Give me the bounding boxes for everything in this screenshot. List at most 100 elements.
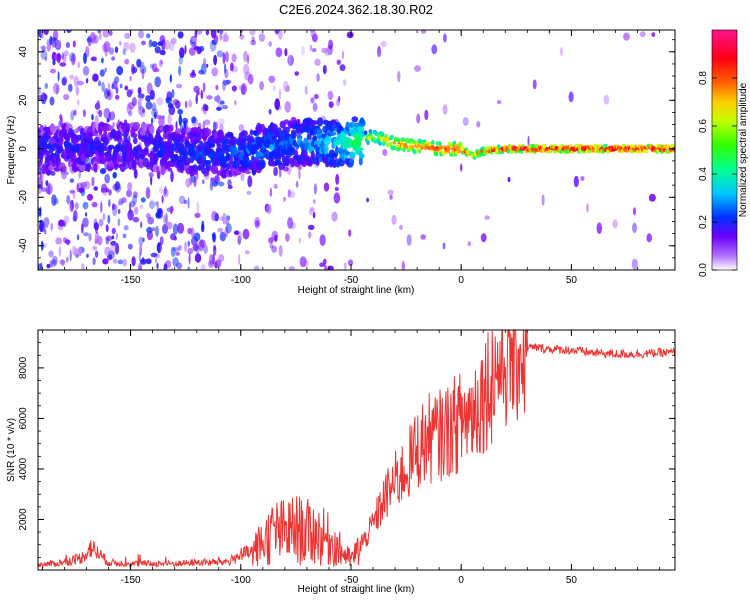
heatmap-cell [46,43,51,52]
heatmap-cell [397,70,401,83]
heatmap-cell [123,225,129,231]
heatmap-cell [480,233,487,243]
heatmap-cell [146,82,153,95]
heatmap-cell [215,84,219,91]
heatmap-cell [49,96,55,106]
heatmap-cell [285,233,290,242]
heatmap-cell [234,99,237,106]
heatmap-cell [188,253,191,265]
heatmap-cell [144,146,148,152]
heatmap-cell [79,163,86,172]
heatmap-cell [82,217,89,228]
heatmap-cell [404,144,409,150]
heatmap-cell [105,237,110,245]
heatmap-cell [205,161,211,172]
heatmap-cell [38,263,43,270]
heatmap-cell [603,143,608,149]
heatmap-cell [190,175,196,183]
heatmap-cell [266,204,272,214]
heatmap-cell [73,109,77,116]
heatmap-cell [328,39,334,50]
heatmap-cell [154,76,161,88]
heatmap-cell [139,65,147,74]
heatmap-cell [40,49,48,60]
heatmap-cell [184,45,187,55]
heatmap-cell [49,35,53,46]
heatmap-cell [150,117,154,125]
heatmap-cell [164,39,170,51]
heatmap-cell [196,201,200,214]
heatmap-cell [402,147,406,152]
heatmap-cell [312,199,316,204]
heatmap-cell [406,234,412,246]
heatmap-cell [172,223,179,235]
heatmap-cell [271,245,277,253]
heatmap-cell [52,255,58,265]
heatmap-cell [287,217,294,229]
x-tick-label: -50 [344,275,359,286]
heatmap-cell [68,83,73,92]
heatmap-cell [467,241,471,247]
heatmap-cell [138,161,145,169]
snr-plot-area [38,330,675,570]
heatmap-cell [344,151,351,156]
heatmap-cell [56,52,61,64]
heatmap-cell [178,56,183,65]
heatmap-cell [94,250,99,258]
heatmap-cell [149,125,155,135]
heatmap-cell [339,64,346,72]
heatmap-cell [307,224,315,231]
heatmap-cell [50,170,56,176]
heatmap-cell [315,158,320,166]
heatmap-cell [111,56,116,61]
heatmap-cell [158,186,164,194]
heatmap-cell [209,180,214,191]
heatmap-cell [344,262,347,270]
heatmap-cell [212,233,216,242]
colorbar-ticks: 0.0 0.2 0.4 0.6 0.8 [698,71,737,277]
heatmap-cell [247,73,254,85]
heatmap-cell [586,203,589,213]
heatmap-cell [631,258,638,270]
heatmap-cell [104,246,111,256]
heatmap-cell [74,128,79,134]
heatmap-cell [44,220,49,229]
heatmap-cell [72,216,76,222]
heatmap-cell [76,99,80,106]
heatmap-cell [94,222,99,234]
heatmap-cell [126,189,133,198]
heatmap-cell [108,189,112,196]
heatmap-cell [138,30,144,39]
heatmap-cell [145,187,151,199]
heatmap-cell [306,133,312,141]
heatmap-cell [431,44,438,55]
heatmap-cell [476,121,481,128]
heatmap-cell [229,136,238,146]
heatmap-cell [112,183,119,191]
heatmap-cell [258,33,266,42]
heatmap-cell [189,157,195,164]
heatmap-cell [98,218,104,227]
heatmap-cell [596,222,603,234]
heatmap-cell [308,208,315,216]
colorbar-tick-label: 0.8 [698,71,709,85]
heatmap-cell [98,109,103,118]
heatmap-cell [178,114,182,126]
heatmap-cell [573,175,579,188]
heatmap-cell [43,93,48,101]
heatmap-cell [416,113,421,124]
x-tick-label: 0 [458,275,464,286]
heatmap-cell [419,139,423,145]
heatmap-cell [278,162,286,170]
heatmap-cell [224,51,229,63]
heatmap-cell [148,172,154,178]
colorbar-label: Normalized spectral amplitude [738,82,749,217]
heatmap-cell [170,233,176,241]
heatmap-cell [209,39,217,52]
heatmap-cell [187,266,191,270]
heatmap-cell [132,137,138,145]
heatmap-cell [161,195,164,204]
heatmap-cell [442,242,446,250]
heatmap-cell [333,192,341,204]
heatmap-cell [187,247,194,255]
